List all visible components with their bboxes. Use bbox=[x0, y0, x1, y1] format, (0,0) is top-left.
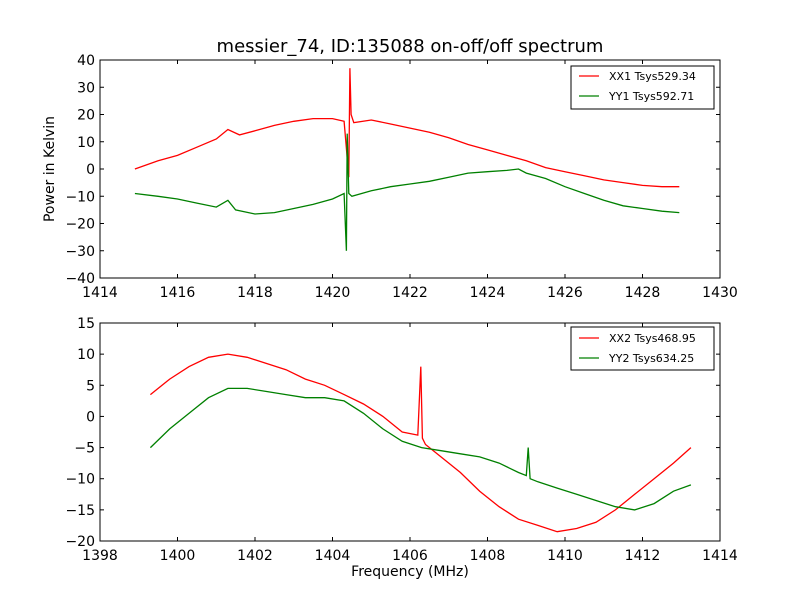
y-tick-label: 10 bbox=[77, 135, 95, 151]
top-lines bbox=[134, 68, 680, 251]
y-tick-label: 30 bbox=[77, 80, 95, 96]
top-ylabel: Power in Kelvin bbox=[42, 116, 58, 222]
x-tick-label: 1414 bbox=[702, 548, 738, 564]
y-tick-label: 0 bbox=[86, 162, 95, 178]
x-tick-label: 1420 bbox=[315, 285, 351, 301]
x-tick-label: 1414 bbox=[82, 285, 118, 301]
top-legend-box bbox=[570, 65, 715, 110]
series-line-yy2 bbox=[149, 387, 692, 511]
x-tick-label: 1404 bbox=[315, 548, 351, 564]
x-tick-label: 1412 bbox=[625, 548, 661, 564]
x-tick-label: 1430 bbox=[702, 285, 738, 301]
bottom-legend-label-xx2: XX2 Tsys468.95 bbox=[609, 332, 696, 345]
bottom-panel: 1398 1400 1402 1404 1406 1408 1410 1412 1414 −20 −… bbox=[65, 316, 737, 580]
bottom-legend-box bbox=[570, 326, 715, 371]
y-tick-label: 5 bbox=[86, 378, 95, 394]
y-tick-label: −40 bbox=[65, 271, 95, 287]
x-tick-label: 1400 bbox=[160, 548, 196, 564]
top-panel: 1414 1416 1418 1420 1422 1424 1426 1428 1430 −40 −… bbox=[42, 53, 738, 301]
chart-title: messier_74, ID:135088 on-off/off spectru… bbox=[217, 36, 604, 57]
y-tick-label: −5 bbox=[74, 441, 95, 457]
x-tick-label: 1424 bbox=[470, 285, 506, 301]
x-tick-label: 1410 bbox=[547, 548, 583, 564]
bottom-legend: XX2 Tsys468.95 YY2 Tsys634.25 bbox=[570, 326, 715, 371]
top-legend-label-xx1: XX1 Tsys529.34 bbox=[609, 70, 696, 83]
bottom-xlabel: Frequency (MHz) bbox=[351, 564, 469, 580]
top-legend: XX1 Tsys529.34 YY1 Tsys592.71 bbox=[570, 65, 715, 110]
y-tick-label: −15 bbox=[65, 503, 95, 519]
y-tick-label: 20 bbox=[77, 108, 95, 124]
series-line-xx2 bbox=[149, 353, 692, 533]
x-tick-label: 1416 bbox=[160, 285, 196, 301]
y-tick-label: 0 bbox=[86, 409, 95, 425]
y-tick-label: −20 bbox=[65, 534, 95, 550]
y-tick-label: −10 bbox=[65, 472, 95, 488]
x-tick-label: 1398 bbox=[82, 548, 118, 564]
y-tick-label: 15 bbox=[77, 316, 95, 332]
x-tick-label: 1406 bbox=[392, 548, 428, 564]
bottom-ticks: 1398 1400 1402 1404 1406 1408 1410 1412 1414 −20 −… bbox=[65, 316, 737, 564]
x-tick-label: 1428 bbox=[625, 285, 661, 301]
series-line-yy1 bbox=[134, 133, 680, 251]
x-tick-label: 1408 bbox=[470, 548, 506, 564]
x-tick-label: 1426 bbox=[547, 285, 583, 301]
bottom-lines bbox=[149, 353, 692, 533]
y-tick-label: −20 bbox=[65, 217, 95, 233]
y-tick-label: −10 bbox=[65, 189, 95, 205]
bottom-legend-label-yy2: YY2 Tsys634.25 bbox=[608, 352, 694, 365]
y-tick-label: −30 bbox=[65, 244, 95, 260]
x-tick-label: 1418 bbox=[237, 285, 273, 301]
top-legend-label-yy1: YY1 Tsys592.71 bbox=[608, 90, 694, 103]
series-line-xx1 bbox=[134, 68, 680, 188]
y-tick-label: 10 bbox=[77, 347, 95, 363]
x-tick-label: 1402 bbox=[237, 548, 273, 564]
x-tick-label: 1422 bbox=[392, 285, 428, 301]
y-tick-label: 40 bbox=[77, 53, 95, 69]
top-ticks: 1414 1416 1418 1420 1422 1424 1426 1428 1430 −40 −… bbox=[65, 53, 737, 301]
